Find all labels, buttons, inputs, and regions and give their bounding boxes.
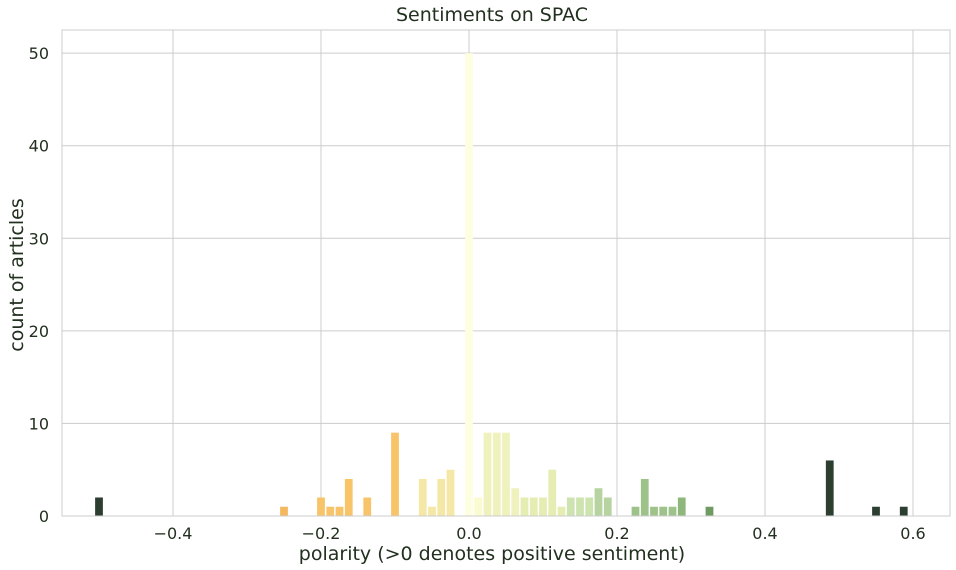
histogram-bar [437,478,446,516]
x-tick-label: −0.2 [302,524,341,543]
histogram-bar [483,432,492,516]
y-tick-label: 20 [29,322,49,341]
histogram-bar [280,506,288,516]
histogram-bar [474,497,483,516]
x-tick-labels: −0.4 −0.2 0.0 0.2 0.4 0.6 [154,524,926,543]
histogram-bar [428,506,436,516]
histogram-bar [705,506,714,516]
histogram-bar [825,460,834,516]
x-tick-label: 0.4 [752,524,777,543]
histogram-bar [539,497,547,516]
histogram-bar [585,497,594,516]
histogram-bar [511,488,520,516]
histogram-bar [899,506,908,516]
chart-title: Sentiments on SPAC [396,4,588,26]
histogram-bar [335,506,344,516]
histogram-bar [668,506,677,516]
y-tick-label: 40 [29,137,49,156]
histogram-bar [418,478,427,516]
x-tick-label: −0.4 [154,524,193,543]
y-tick-labels: 0 10 20 30 40 50 [29,44,49,526]
histogram-bar [557,506,566,516]
y-tick-label: 10 [29,414,49,433]
y-tick-label: 50 [29,44,49,63]
y-tick-label: 30 [29,229,49,248]
y-axis-label: count of articles [6,198,28,352]
histogram-bar [465,53,473,517]
histogram-bar [520,497,529,516]
histogram-bar [446,469,455,516]
histogram-bar [677,497,686,516]
histogram-bar [502,432,510,516]
histogram-bar [576,497,584,516]
histogram-bar [659,506,668,516]
histogram-bar [566,497,575,516]
plot-frame [61,29,951,517]
histogram-bar [326,506,335,516]
histogram-bar [640,478,649,516]
histogram-bar [317,497,325,516]
bars [95,53,908,517]
histogram-bar [548,469,557,516]
x-tick-label: 0.2 [604,524,629,543]
histogram-bar [363,497,372,516]
histogram-bar [529,497,538,516]
y-tick-label: 0 [39,507,49,526]
histogram-bar [95,497,103,516]
x-tick-label: 0.0 [456,524,481,543]
histogram-bar [344,478,353,516]
histogram-bar [872,506,880,516]
histogram-bar [492,432,501,516]
x-tick-label: 0.6 [900,524,925,543]
histogram-bar [631,506,640,516]
histogram-bar [594,488,603,516]
histogram-bar [650,506,658,516]
histogram-bar [391,432,399,516]
x-axis-label: polarity (>0 denotes positive sentiment) [299,543,685,565]
histogram-bar [603,497,612,516]
